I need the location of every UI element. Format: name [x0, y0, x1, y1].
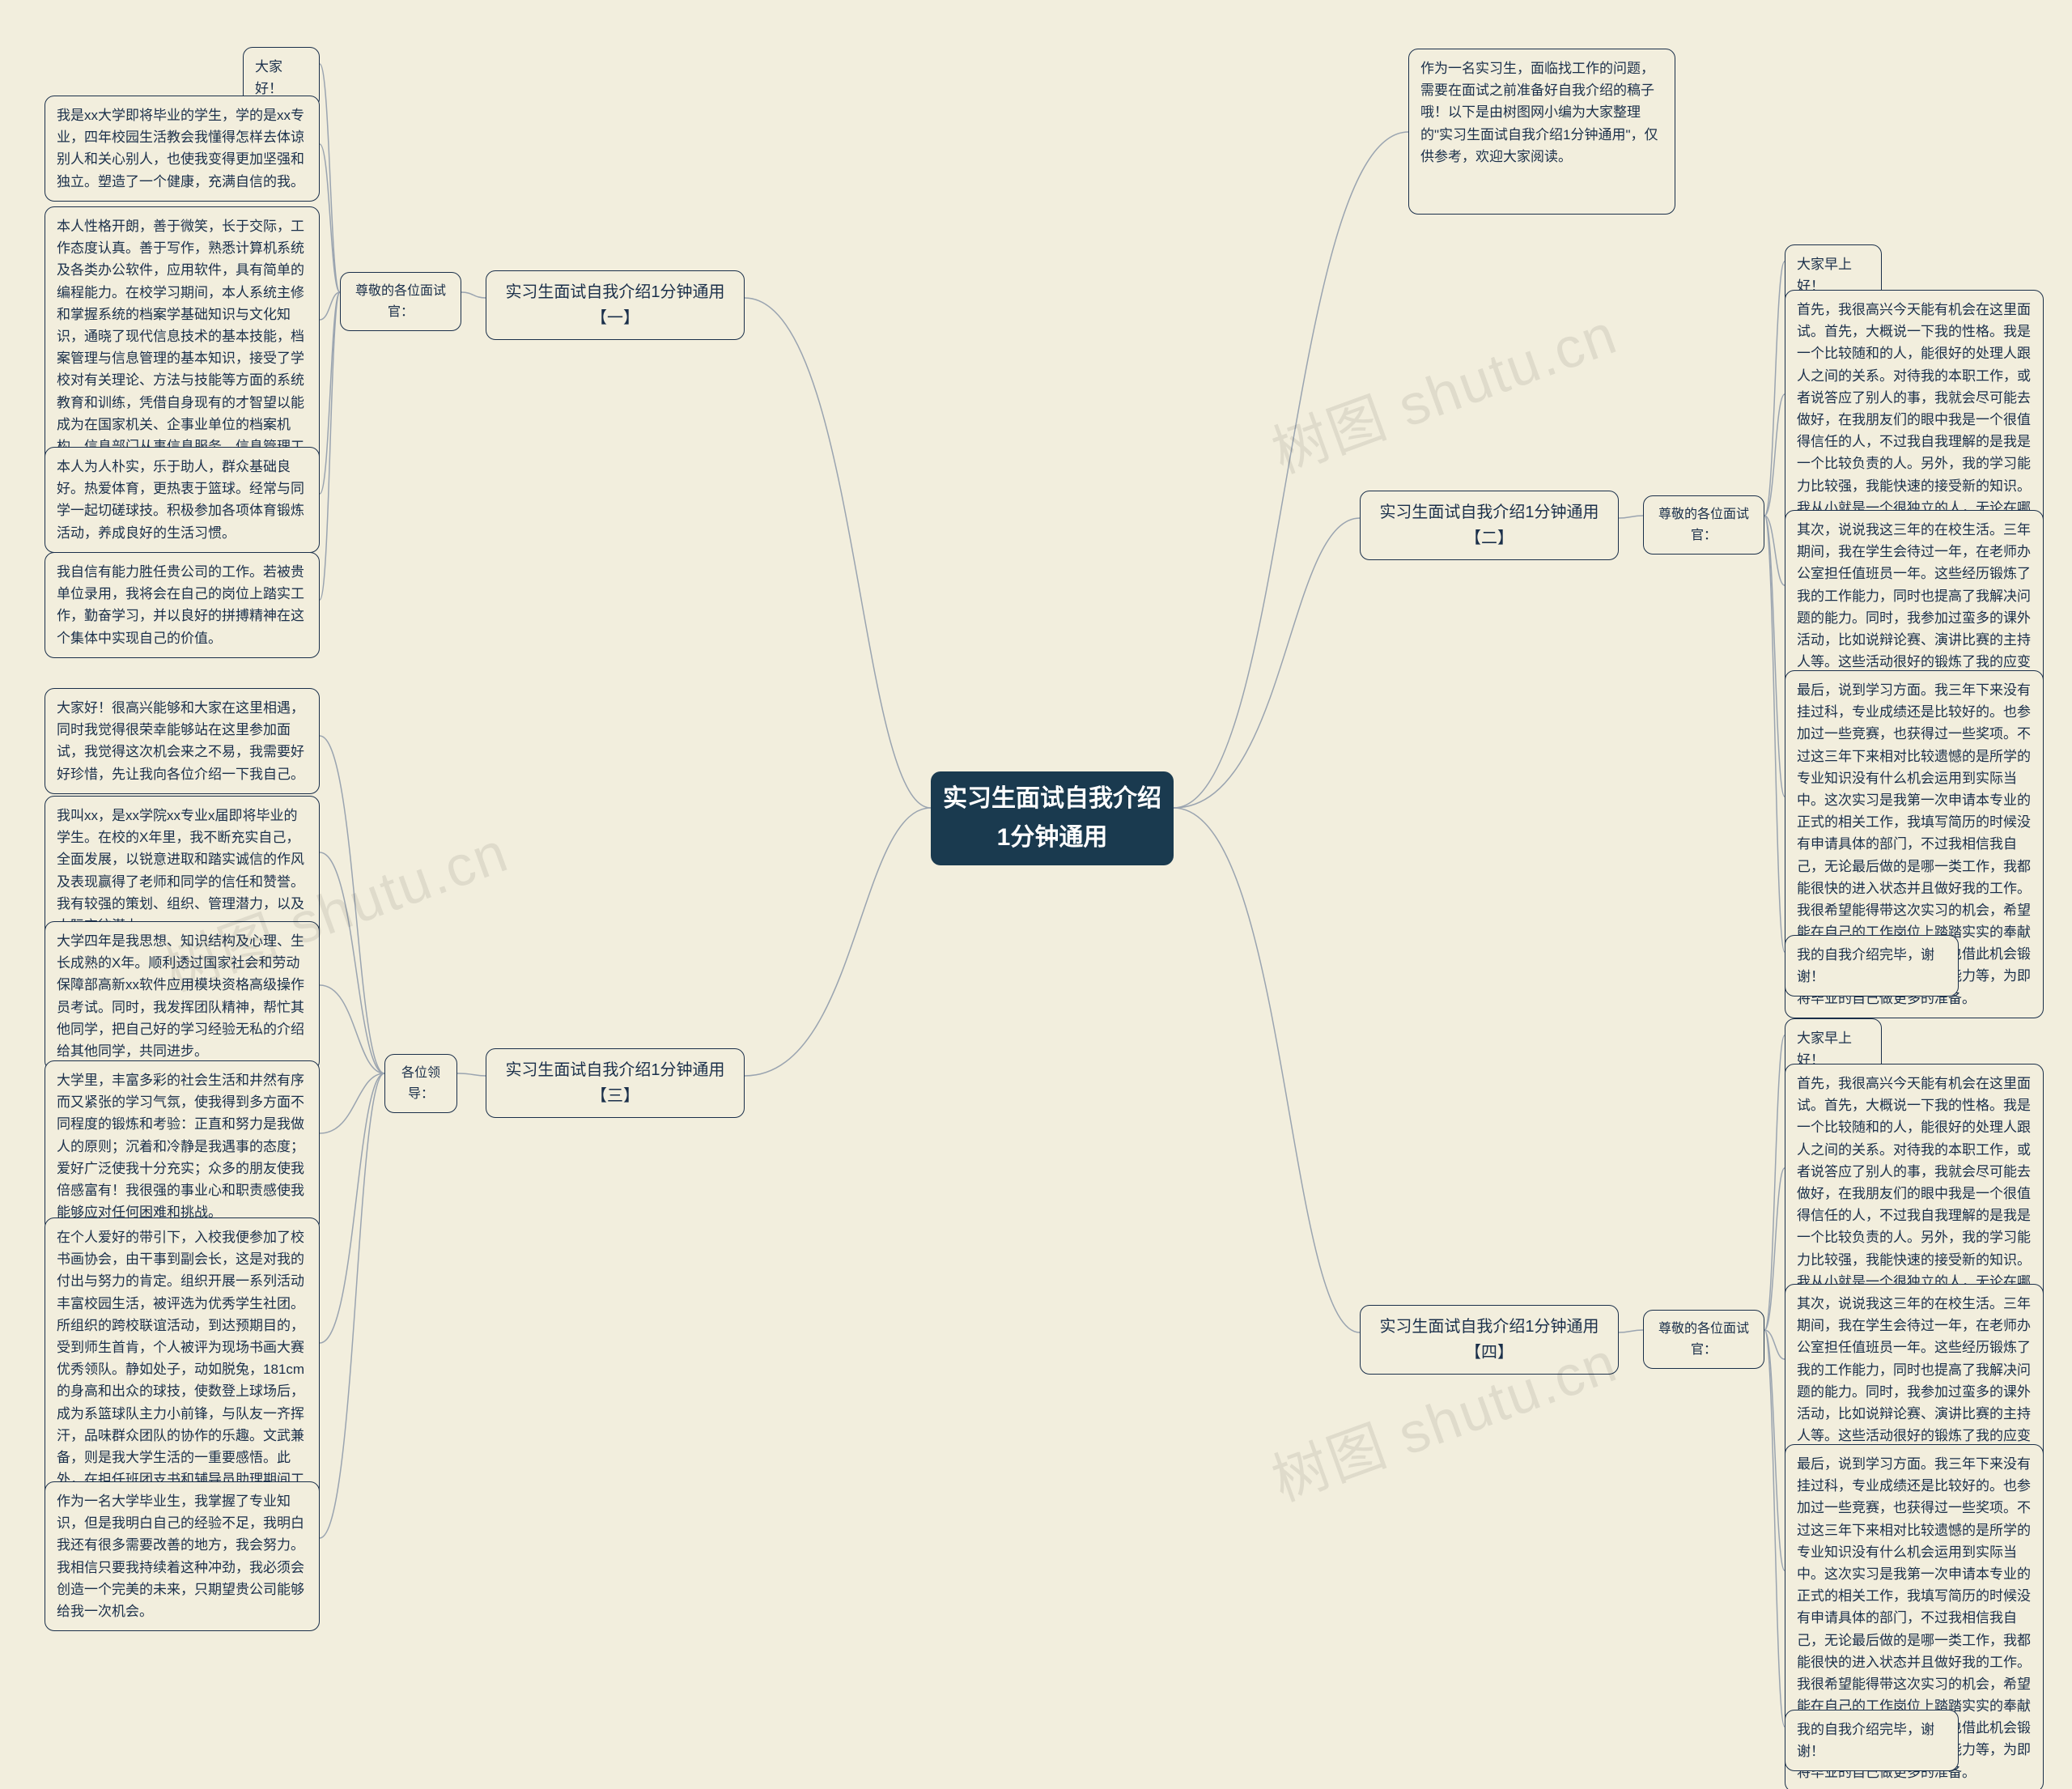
leaf-3-1: 大家好！很高兴能够和大家在这里相遇，同时我觉得很荣幸能够站在这里参加面试，我觉得… — [45, 688, 320, 794]
branch-title-3: 实习生面试自我介绍1分钟通用【三】 — [486, 1048, 745, 1118]
center-topic: 实习生面试自我介绍1分钟通用 — [931, 771, 1174, 865]
branch-sublabel-2: 尊敬的各位面试官： — [1643, 495, 1764, 555]
leaf-4-5: 我的自我介绍完毕，谢谢！ — [1785, 1710, 1959, 1771]
leaf-3-4: 大学里，丰富多彩的社会生活和井然有序而又紧张的学习气氛，使我得到多方面不同程度的… — [45, 1060, 320, 1232]
branch-sublabel-1: 尊敬的各位面试官： — [340, 272, 461, 331]
leaf-1-2: 我是xx大学即将毕业的学生，学的是xx专业，四年校园生活教会我懂得怎样去体谅别人… — [45, 96, 320, 202]
branch-title-4: 实习生面试自我介绍1分钟通用【四】 — [1360, 1305, 1619, 1375]
leaf-1-4: 本人为人朴实，乐于助人，群众基础良好。热爱体育，更热衷于篮球。经常与同学一起切磋… — [45, 447, 320, 553]
leaf-3-3: 大学四年是我思想、知识结构及心理、生长成熟的X年。顺利透过国家社会和劳动保障部高… — [45, 921, 320, 1071]
branch-sublabel-3: 各位领导： — [384, 1054, 457, 1113]
leaf-3-6: 作为一名大学毕业生，我掌握了专业知识，但是我明白自己的经验不足，我明白我还有很多… — [45, 1481, 320, 1631]
watermark-2: 树图 shutu.cn — [1259, 289, 1627, 489]
leaf-1-5: 我自信有能力胜任贵公司的工作。若被贵单位录用，我将会在自己的岗位上踏实工作，勤奋… — [45, 552, 320, 658]
branch-sublabel-4: 尊敬的各位面试官： — [1643, 1310, 1764, 1369]
leaf-2-5: 我的自我介绍完毕，谢谢！ — [1785, 935, 1959, 996]
branch-title-2: 实习生面试自我介绍1分钟通用【二】 — [1360, 491, 1619, 560]
branch-title-1: 实习生面试自我介绍1分钟通用【一】 — [486, 270, 745, 340]
intro-box: 作为一名实习生，面临找工作的问题，需要在面试之前准备好自我介绍的稿子哦！以下是由… — [1408, 49, 1675, 215]
